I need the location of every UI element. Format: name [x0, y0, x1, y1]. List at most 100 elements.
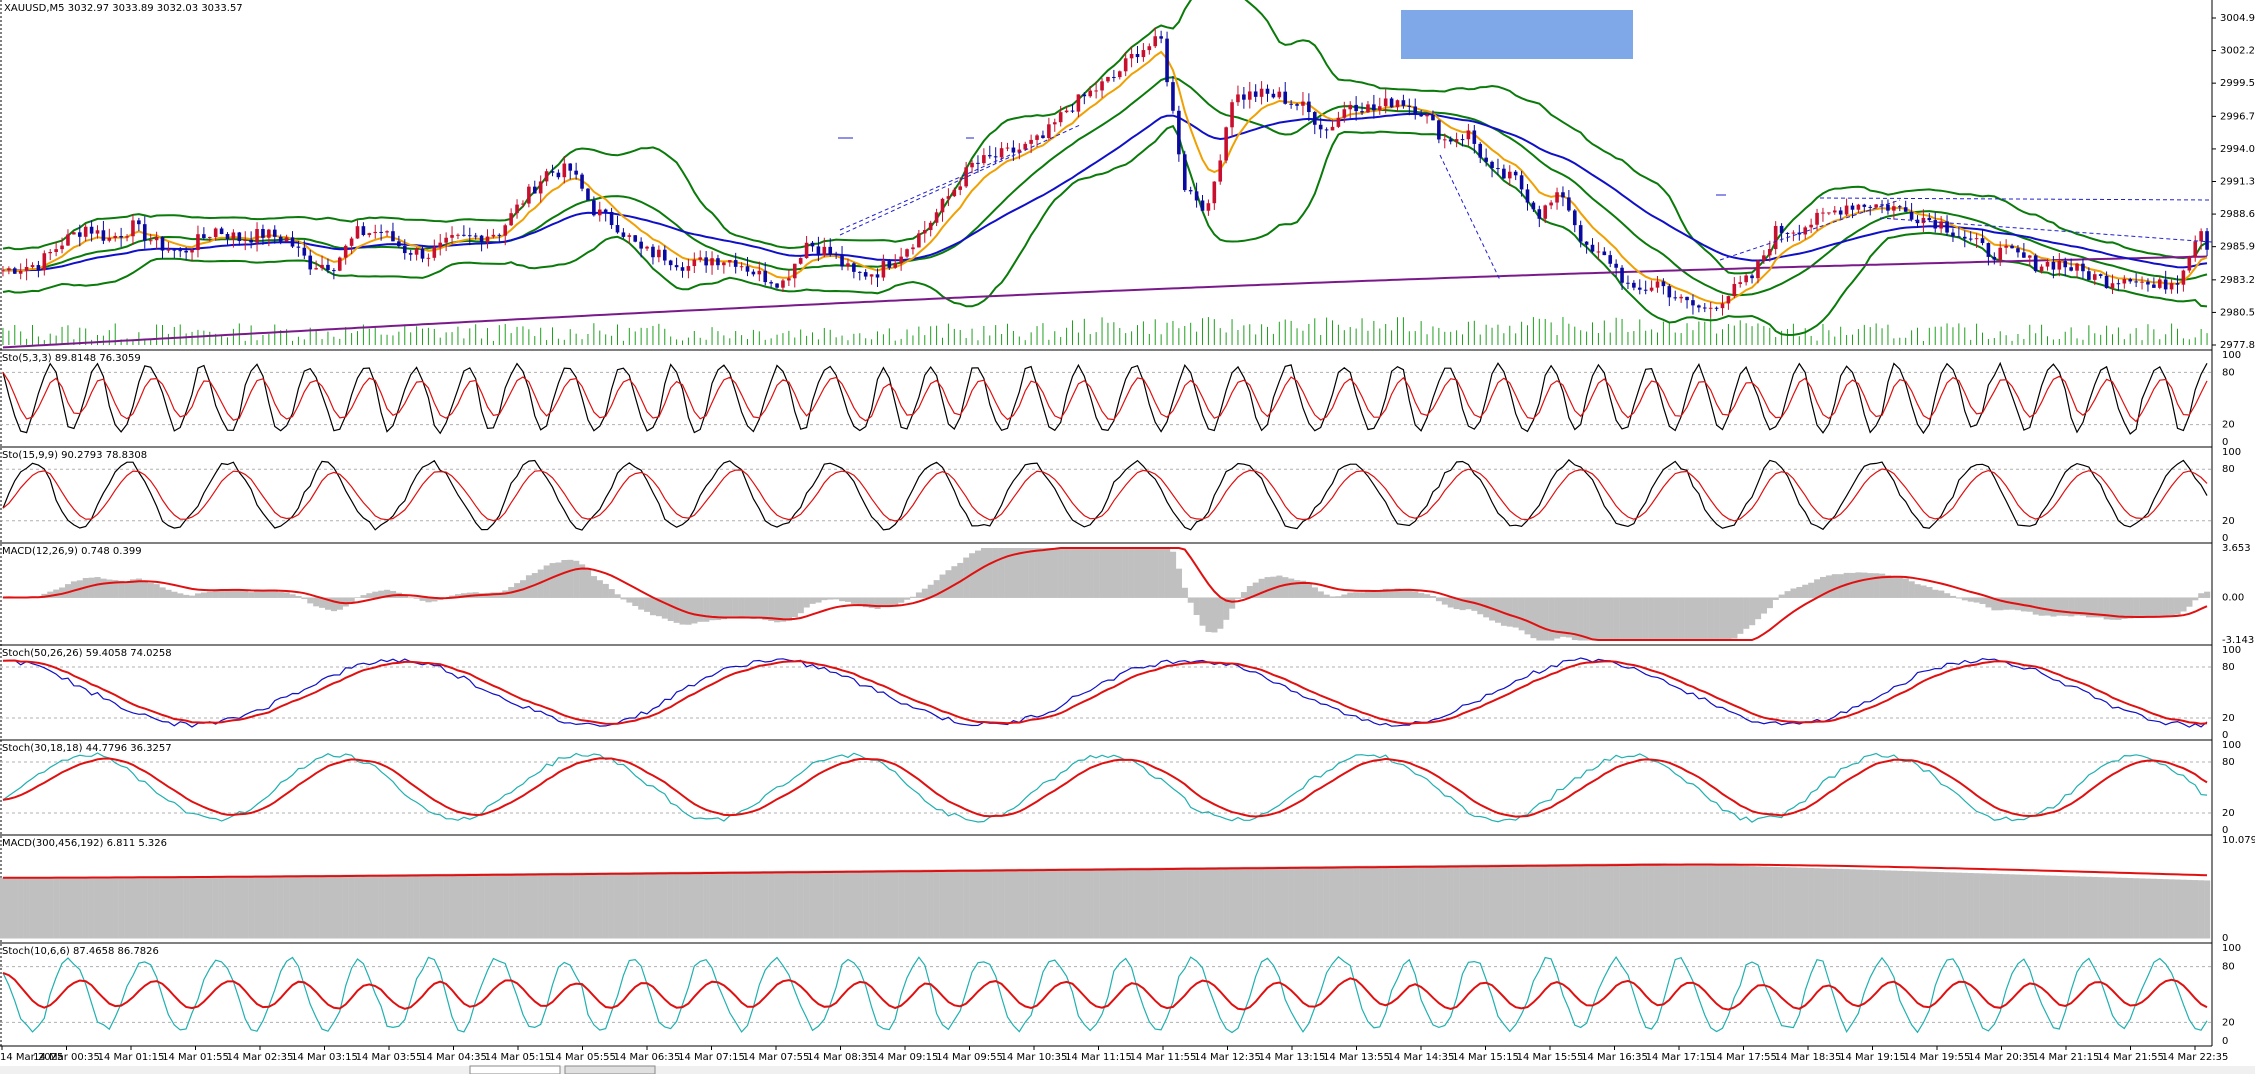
- pane-label: Stoch(50,26,26) 59.4058 74.0258: [2, 648, 172, 659]
- histogram-bar: [2020, 874, 2028, 939]
- main-line: [2, 955, 2208, 1034]
- histogram-bar: [1695, 864, 1703, 939]
- indicator-pane-stoch-10-6-6[interactable]: Stoch(10,6,6) 87.4658 86.7826 100 80 20 0: [0, 943, 2241, 1047]
- candle-body: [503, 225, 508, 236]
- histogram-bar: [933, 869, 940, 939]
- histogram-bar: [1258, 866, 1265, 939]
- histogram-bar: [709, 871, 716, 939]
- histogram-bar: [1300, 866, 1307, 939]
- histogram-bar: [850, 870, 858, 939]
- histogram-bar: [2091, 876, 2098, 939]
- candle-body: [627, 235, 632, 237]
- indicator-pane-macd-12-26-9[interactable]: MACD(12,26,9) 0.748 0.399 3.653 0.00 -3.143: [0, 543, 2254, 646]
- tab[interactable]: [564, 1065, 656, 1074]
- annotation-box[interactable]: [1401, 10, 1633, 59]
- candle-body: [1129, 54, 1134, 59]
- histogram-bar: [1849, 869, 1856, 939]
- histogram-bar: [354, 597, 361, 598]
- candle-body: [532, 186, 537, 194]
- histogram-bar: [1388, 589, 1395, 598]
- histogram-bar: [1300, 580, 1307, 598]
- indicator-pane-macd-300-456-192[interactable]: MACD(300,456,192) 6.811 5.326 10.079 0: [0, 835, 2255, 944]
- candle-body: [544, 171, 549, 182]
- histogram-bar: [1896, 870, 1903, 939]
- candle-body: [414, 248, 419, 255]
- candle-body: [639, 241, 643, 249]
- histogram-bar: [1193, 597, 1200, 615]
- candle-body: [1206, 203, 1211, 211]
- histogram-bar: [147, 583, 154, 598]
- histogram-bar: [1577, 597, 1584, 641]
- histogram-bar: [147, 876, 154, 939]
- indicator-pane-sto-5-3-3[interactable]: Sto(5,3,3) 89.8148 76.3059 100 80 20 0: [0, 350, 2241, 448]
- histogram-bar: [1311, 587, 1318, 598]
- time-tick-label: 14 Mar 11:15: [1065, 1052, 1132, 1063]
- histogram-bar: [372, 591, 379, 598]
- pane-level-label: 10.079: [2222, 835, 2255, 846]
- histogram-bar: [1713, 865, 1720, 939]
- histogram-bar: [1690, 864, 1697, 939]
- histogram-bar: [1353, 592, 1360, 598]
- tab-active[interactable]: [469, 1065, 561, 1074]
- candle-body: [1389, 98, 1394, 108]
- histogram-bar: [1814, 579, 1821, 598]
- candle-body: [787, 278, 791, 281]
- histogram-bar: [1057, 548, 1064, 598]
- candle-body: [1998, 247, 2003, 260]
- histogram-bar: [1920, 585, 1927, 598]
- candle-body: [1513, 171, 1518, 176]
- pane-label: MACD(12,26,9) 0.748 0.399: [2, 546, 142, 557]
- histogram-bar: [1967, 873, 1974, 939]
- histogram-bar: [1034, 868, 1041, 939]
- histogram-bar: [815, 870, 822, 939]
- histogram-bar: [508, 873, 515, 939]
- candle-body: [1897, 206, 1902, 208]
- candle-body: [1466, 130, 1471, 140]
- bollinger-lower-line: [2, 124, 2208, 337]
- histogram-bar: [1825, 575, 1833, 598]
- candle-body: [1348, 104, 1353, 110]
- candle-body: [934, 212, 939, 223]
- histogram-bar: [661, 871, 668, 939]
- histogram-bar: [2056, 875, 2063, 939]
- histogram-bar: [1548, 864, 1555, 939]
- histogram-bar: [1713, 597, 1720, 641]
- histogram-bar: [1914, 584, 1921, 598]
- time-tick-label: 14 Mar 04:35: [420, 1052, 487, 1063]
- histogram-bar: [1205, 597, 1212, 632]
- histogram-bar: [1873, 573, 1880, 598]
- indicator-pane-stoch-30-18-18[interactable]: Stoch(30,18,18) 44.7796 36.3257 100 80 20 0: [0, 740, 2241, 836]
- signal-line: [2, 971, 2208, 1011]
- histogram-bar: [785, 870, 793, 939]
- histogram-bar: [1276, 866, 1283, 939]
- candle-body: [1200, 200, 1205, 211]
- time-tick-label: 14 Mar 12:35: [1194, 1052, 1261, 1063]
- candle-body: [473, 235, 478, 237]
- candle-body: [1567, 197, 1571, 211]
- time-tick-label: 14 Mar 15:55: [1517, 1052, 1584, 1063]
- histogram-bar: [1105, 867, 1112, 939]
- histogram-bar: [1217, 867, 1224, 939]
- histogram-bar: [1471, 597, 1478, 611]
- price-pane[interactable]: 3004.90 3002.20 2999.50 2996.75 2994.05 2991.…: [1, 0, 2255, 351]
- pane-level-label: 0: [2222, 533, 2228, 544]
- histogram-bar: [791, 597, 798, 618]
- histogram-bar: [1199, 867, 1206, 939]
- histogram-bar: [1359, 865, 1366, 939]
- histogram-bar: [1211, 867, 1218, 939]
- candle-body: [958, 186, 963, 190]
- indicator-pane-sto-15-9-9[interactable]: Sto(15,9,9) 90.2793 78.8308 100 80 20 0: [0, 447, 2241, 544]
- histogram-bar: [1199, 597, 1206, 626]
- histogram-bar: [224, 589, 231, 598]
- histogram-bar: [2156, 878, 2163, 939]
- histogram-bar: [301, 875, 308, 939]
- price-tick-label: 2991.35: [2220, 177, 2255, 188]
- indicator-pane-stoch-50-26-26[interactable]: Stoch(50,26,26) 59.4058 74.0258 100 80 20 0: [0, 645, 2241, 741]
- histogram-bar: [1672, 863, 1679, 939]
- candle-body: [30, 265, 35, 267]
- histogram-bar: [1075, 868, 1082, 939]
- histogram-bar: [1424, 865, 1431, 939]
- histogram-bar: [94, 577, 101, 598]
- histogram-bar: [756, 871, 763, 939]
